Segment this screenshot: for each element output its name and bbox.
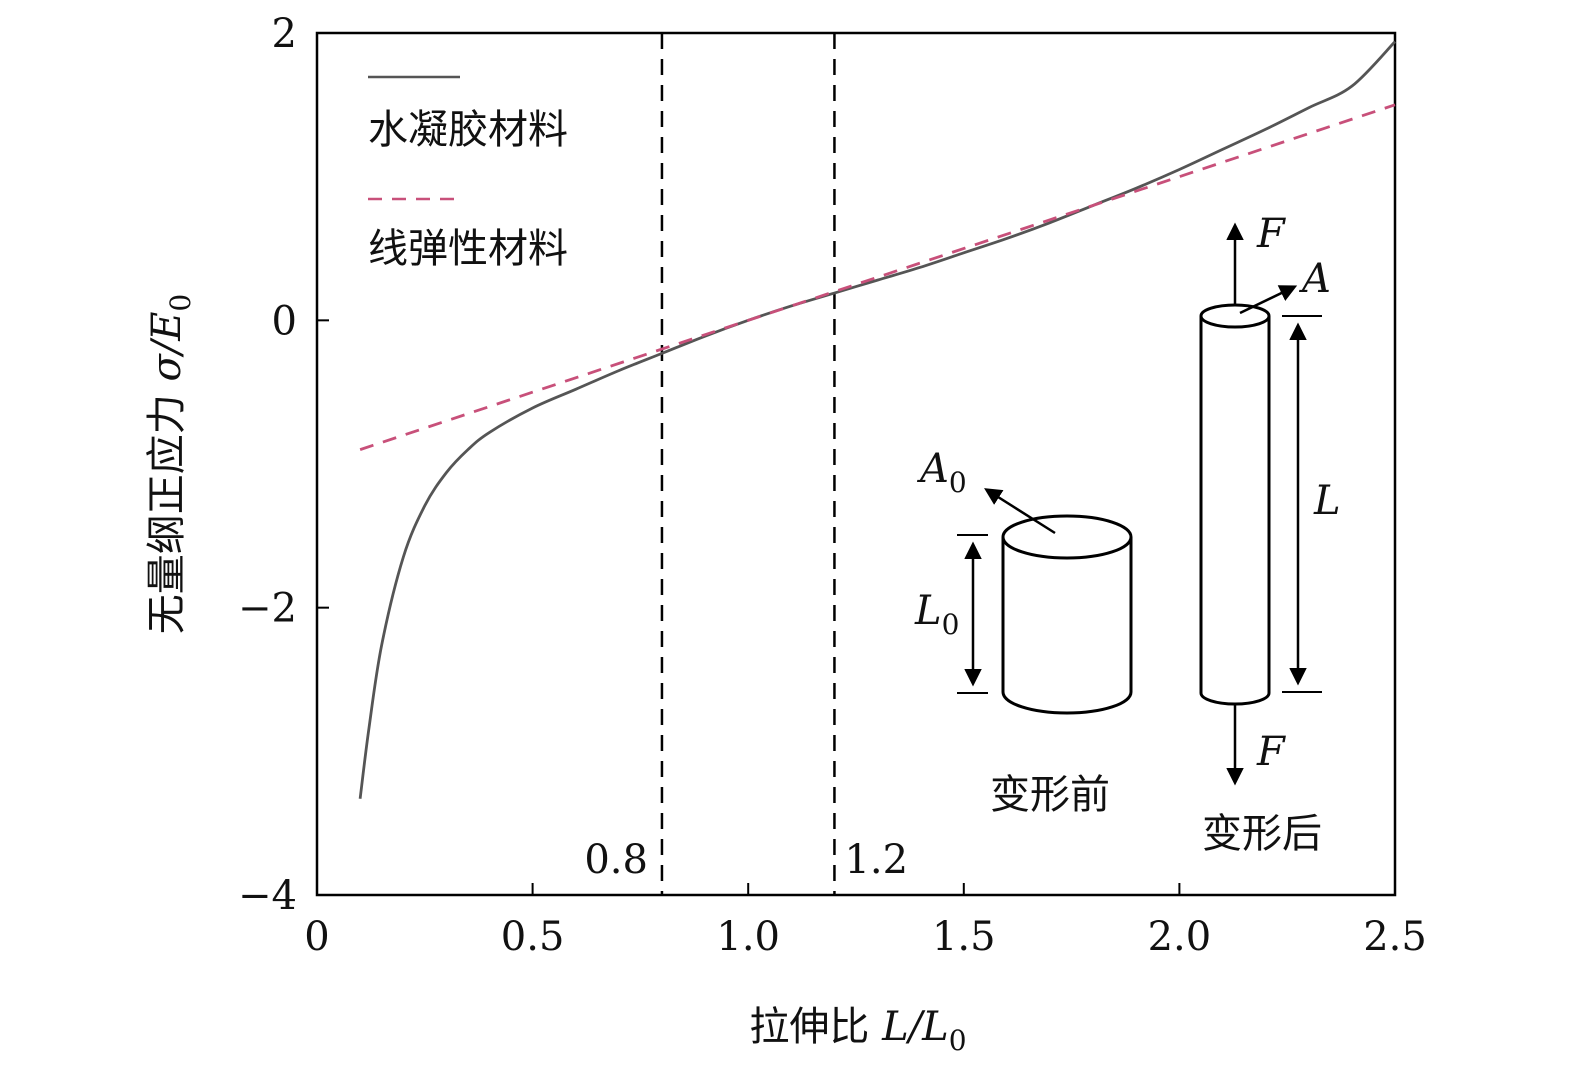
y-tick-label: 0 [272,298,297,344]
cylinder-after-top [1199,303,1271,329]
x-axis-ticks: 0 0.5 1.0 1.5 2.0 2.5 [304,883,1427,960]
L0-label: L0 [914,588,959,641]
vline-label: 1.2 [844,837,908,883]
y-axis-title: 无量纲正应力 σ/E0 [144,294,197,635]
legend-label-linear: 线弹性材料 [368,226,568,272]
area-A-label: A [1298,256,1331,302]
legend: 水凝胶材料 线弹性材料 [368,75,568,272]
before-label: 变形前 [990,772,1110,818]
x-axis-title: 拉伸比 L/L0 [749,1004,966,1057]
series-lines [358,40,1397,799]
x-tick-label: 2.5 [1363,914,1427,960]
series-linear-elastic-line [359,103,1396,451]
series-hydrogel-line [358,40,1397,799]
after-label: 变形后 [1202,811,1322,857]
area-A0-arrow [984,488,1056,535]
area-A0-label: A0 [916,446,967,499]
cylinder-before-body [1001,537,1133,715]
plot-frame [315,31,1397,897]
area-A-arrow [1239,285,1298,315]
y-axis-ticks: −4 −2 0 2 [238,11,329,919]
cylinder-before-top [1001,514,1133,560]
L-label: L [1313,478,1341,524]
x-tick-label: 0 [304,914,329,960]
y-tick-label: −2 [238,586,297,632]
vline-label: 0.8 [584,837,648,883]
x-tick-label: 1.5 [932,914,996,960]
y-tick-label: 2 [272,11,297,57]
y-tick-label: −4 [238,873,297,919]
force-bottom-label: F [1256,729,1286,775]
cylinder-after: F A L F 变形后 [1199,211,1341,857]
force-top-label: F [1256,211,1286,257]
x-tick-label: 1.0 [716,914,780,960]
legend-label-hydrogel: 水凝胶材料 [368,107,568,153]
x-tick-label: 0.5 [501,914,565,960]
cylinder-after-body [1199,316,1271,706]
reference-lines: 0.8 1.2 [584,33,908,895]
x-tick-label: 2.0 [1148,914,1212,960]
cylinder-before: A0 L0 变形前 [914,446,1133,818]
